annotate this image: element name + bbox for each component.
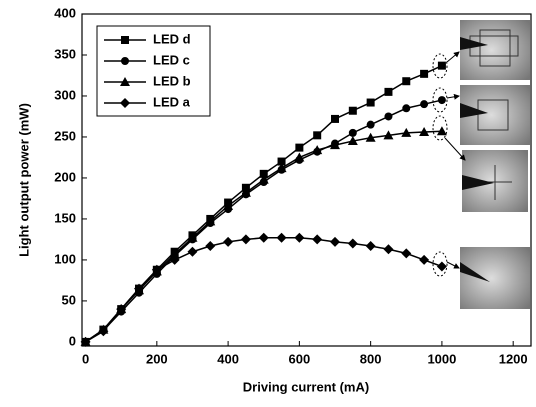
marker — [330, 140, 341, 150]
legend-label: LED d — [153, 31, 191, 46]
x-axis-label: Driving current (mA) — [243, 379, 369, 394]
arrow — [446, 93, 460, 100]
marker — [419, 254, 430, 265]
marker — [276, 163, 287, 173]
marker — [120, 77, 130, 86]
y-tick-label: 150 — [54, 210, 76, 225]
marker — [366, 120, 375, 129]
marker — [294, 152, 305, 162]
marker — [116, 304, 127, 315]
callout-ellipse — [432, 251, 448, 277]
y-tick-label: 0 — [69, 333, 76, 348]
marker — [330, 236, 341, 247]
marker — [277, 157, 286, 166]
marker — [258, 174, 269, 184]
x-tick-label: 1000 — [427, 351, 456, 366]
inset-detail — [477, 99, 509, 131]
marker — [169, 254, 180, 265]
marker — [169, 249, 180, 259]
marker — [348, 128, 357, 137]
arrow — [446, 261, 460, 269]
x-tick-label: 800 — [360, 351, 382, 366]
x-tick-label: 400 — [217, 351, 239, 366]
marker — [312, 145, 323, 155]
inset-image — [460, 247, 530, 309]
callout-ellipse — [432, 53, 448, 79]
legend-label: LED a — [153, 94, 191, 109]
inset-detail — [460, 262, 490, 282]
marker — [401, 248, 412, 259]
marker — [205, 216, 216, 226]
marker — [312, 234, 323, 245]
marker — [259, 169, 268, 178]
marker — [121, 57, 129, 65]
marker — [120, 98, 130, 108]
marker — [240, 234, 251, 245]
marker — [419, 127, 430, 137]
marker — [383, 244, 394, 255]
x-tick-label: 200 — [146, 351, 168, 366]
marker — [402, 104, 411, 113]
x-tick-label: 0 — [82, 351, 89, 366]
callouts — [432, 53, 448, 277]
y-tick-label: 200 — [54, 169, 76, 184]
marker — [437, 61, 446, 70]
marker — [347, 238, 358, 249]
marker — [134, 283, 145, 294]
marker — [365, 240, 376, 251]
y-tick-label: 350 — [54, 46, 76, 61]
marker — [436, 261, 447, 272]
marker — [121, 36, 129, 44]
y-tick-label: 50 — [62, 292, 76, 307]
arrow — [444, 137, 466, 161]
inset-detail — [479, 29, 511, 67]
marker — [384, 112, 393, 121]
marker — [348, 106, 357, 115]
y-tick-label: 250 — [54, 128, 76, 143]
marker — [420, 100, 429, 109]
legend-box — [96, 25, 211, 117]
marker — [151, 264, 162, 275]
marker — [80, 336, 91, 347]
y-tick-label: 400 — [54, 5, 76, 20]
insets — [460, 20, 530, 309]
inset-detail — [460, 37, 494, 190]
marker — [366, 98, 375, 107]
marker — [402, 77, 411, 86]
y-axis-label: Light output power (mW) — [16, 103, 31, 257]
marker — [420, 69, 429, 78]
plot-frame — [81, 13, 532, 347]
marker — [437, 96, 446, 105]
marker — [436, 126, 447, 136]
arrow — [446, 51, 460, 63]
marker — [205, 240, 216, 251]
legend-label: LED b — [153, 73, 191, 88]
marker — [347, 136, 358, 146]
y-tick-label: 300 — [54, 87, 76, 102]
legend-label: LED c — [153, 52, 190, 67]
marker — [384, 87, 393, 96]
marker — [276, 232, 287, 243]
marker — [313, 131, 322, 140]
marker — [401, 127, 412, 137]
marker — [223, 200, 234, 210]
marker — [331, 114, 340, 123]
marker — [294, 232, 305, 243]
marker — [240, 187, 251, 197]
callout-ellipse — [432, 87, 448, 113]
marker — [295, 143, 304, 152]
marker — [187, 232, 198, 242]
marker — [98, 326, 109, 337]
y-tick-label: 100 — [54, 251, 76, 266]
marker — [187, 246, 198, 257]
marker — [365, 132, 376, 142]
callout-ellipse — [432, 115, 448, 141]
arrows — [444, 51, 466, 269]
marker — [383, 130, 394, 140]
x-tick-label: 600 — [289, 351, 311, 366]
marker — [223, 236, 234, 247]
marker — [258, 232, 269, 243]
x-tick-label: 1200 — [499, 351, 528, 366]
